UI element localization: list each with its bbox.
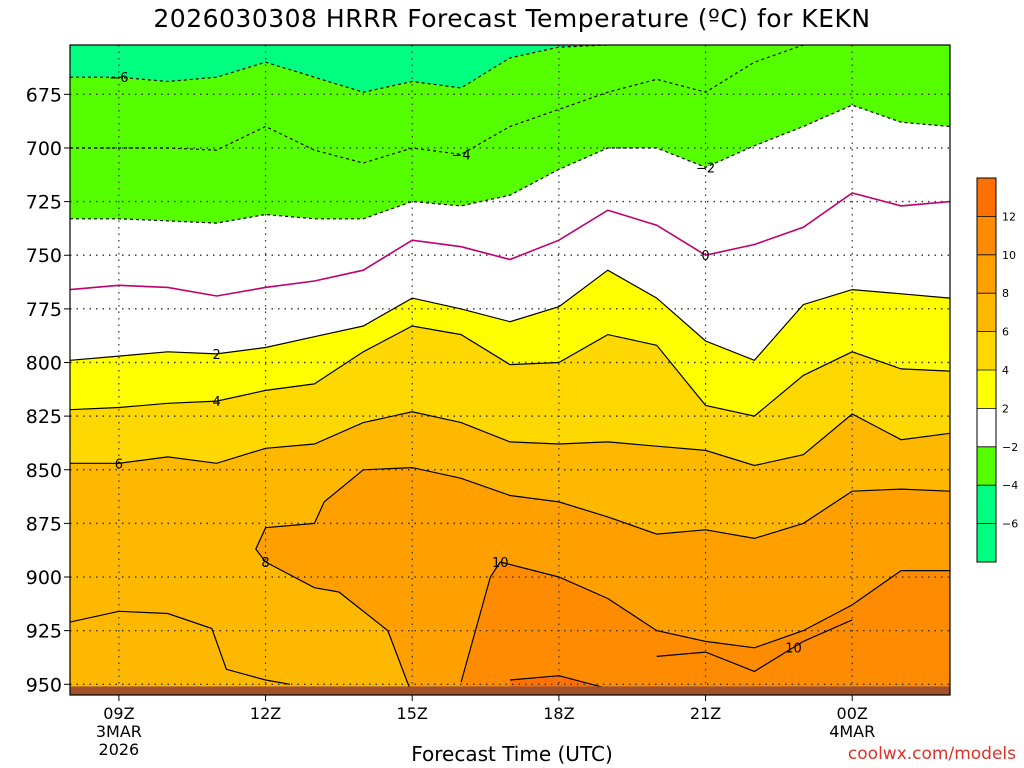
y-tick-label: 725 — [26, 192, 62, 214]
y-tick-label: 675 — [26, 84, 62, 106]
temp-band-10 — [461, 562, 950, 695]
y-tick-label: 950 — [26, 674, 62, 696]
x-tick-label: 00Z — [837, 704, 868, 723]
contour-line-6 — [70, 610, 291, 685]
contour-line-0 — [70, 192, 950, 297]
colorbar-segment — [977, 446, 996, 486]
contour-label: 10 — [785, 641, 802, 656]
colorbar-label: −6 — [1002, 518, 1018, 531]
y-tick-label: 800 — [26, 352, 62, 374]
x-axis-label: Forecast Time (UTC) — [411, 742, 613, 766]
y-tick-label: 850 — [26, 460, 62, 482]
y-tick-label: 750 — [26, 245, 62, 267]
source-credit[interactable]: coolwx.com/models — [847, 744, 1016, 764]
plot-frame — [69, 44, 951, 696]
contour-label: 8 — [261, 556, 269, 571]
y-tick-label: 825 — [26, 406, 62, 428]
contour-label: 6 — [115, 457, 123, 472]
y-tick-label: 925 — [26, 621, 62, 643]
x-tick-sublabel: 3MAR — [96, 722, 142, 741]
colorbar-label: 6 — [1002, 326, 1009, 339]
x-tick-sublabel: 4MAR — [829, 722, 875, 741]
colorbar-segment — [977, 216, 996, 255]
contour-line-8 — [255, 466, 950, 563]
colorbar-segment — [977, 293, 996, 332]
contour-label: 2 — [213, 348, 221, 363]
contour-label: −6 — [109, 71, 128, 86]
x-tick-label: 21Z — [690, 704, 721, 723]
colorbar-label: 12 — [1002, 210, 1016, 223]
colorbar-segment — [977, 178, 996, 217]
contour-label: −4 — [452, 148, 471, 163]
y-tick-label: 900 — [26, 567, 62, 589]
y-tick-label: 875 — [26, 513, 62, 535]
colorbar-label: 8 — [1002, 287, 1009, 300]
y-tick-label: 700 — [26, 138, 62, 160]
colorbar-segment — [977, 370, 996, 409]
colorbar-segment — [977, 331, 996, 370]
x-tick-label: 15Z — [397, 704, 428, 723]
contour-line-10 — [656, 619, 853, 673]
ground-layer — [70, 686, 950, 695]
colorbar-segment — [977, 408, 996, 447]
contour-line-4 — [70, 325, 950, 417]
contour-line-minus2 — [70, 104, 950, 224]
contour-line-8 — [265, 561, 413, 695]
x-tick-label: 09Z — [103, 704, 134, 723]
y-tick-label: 775 — [26, 299, 62, 321]
contour-label: 0 — [701, 249, 709, 264]
colorbar-segment — [977, 254, 996, 294]
contour-label: 10 — [492, 556, 509, 571]
x-tick-label: 12Z — [250, 704, 281, 723]
chart-title: 2026030308 HRRR Forecast Temperature (ºC… — [153, 4, 871, 33]
colorbar-segment — [977, 523, 996, 562]
colorbar-label: 10 — [1002, 249, 1016, 262]
temp-band-8 — [255, 467, 950, 695]
contour-label: 4 — [213, 395, 221, 410]
colorbar-segment — [977, 485, 996, 524]
contour-label: −2 — [696, 161, 715, 176]
colorbar-label: 2 — [1002, 402, 1009, 415]
colorbar-label: 4 — [1002, 364, 1009, 377]
x-tick-sublabel: 2026 — [99, 740, 140, 759]
colorbar-frame — [976, 177, 997, 563]
contour-line-minus4 — [70, 45, 804, 164]
contour-line-10 — [460, 561, 950, 683]
colorbar-label: −2 — [1002, 441, 1018, 454]
contour-line-6 — [70, 411, 950, 467]
contour-line-2 — [70, 269, 950, 362]
x-tick-label: 18Z — [543, 704, 574, 723]
colorbar-label: −4 — [1002, 479, 1018, 492]
